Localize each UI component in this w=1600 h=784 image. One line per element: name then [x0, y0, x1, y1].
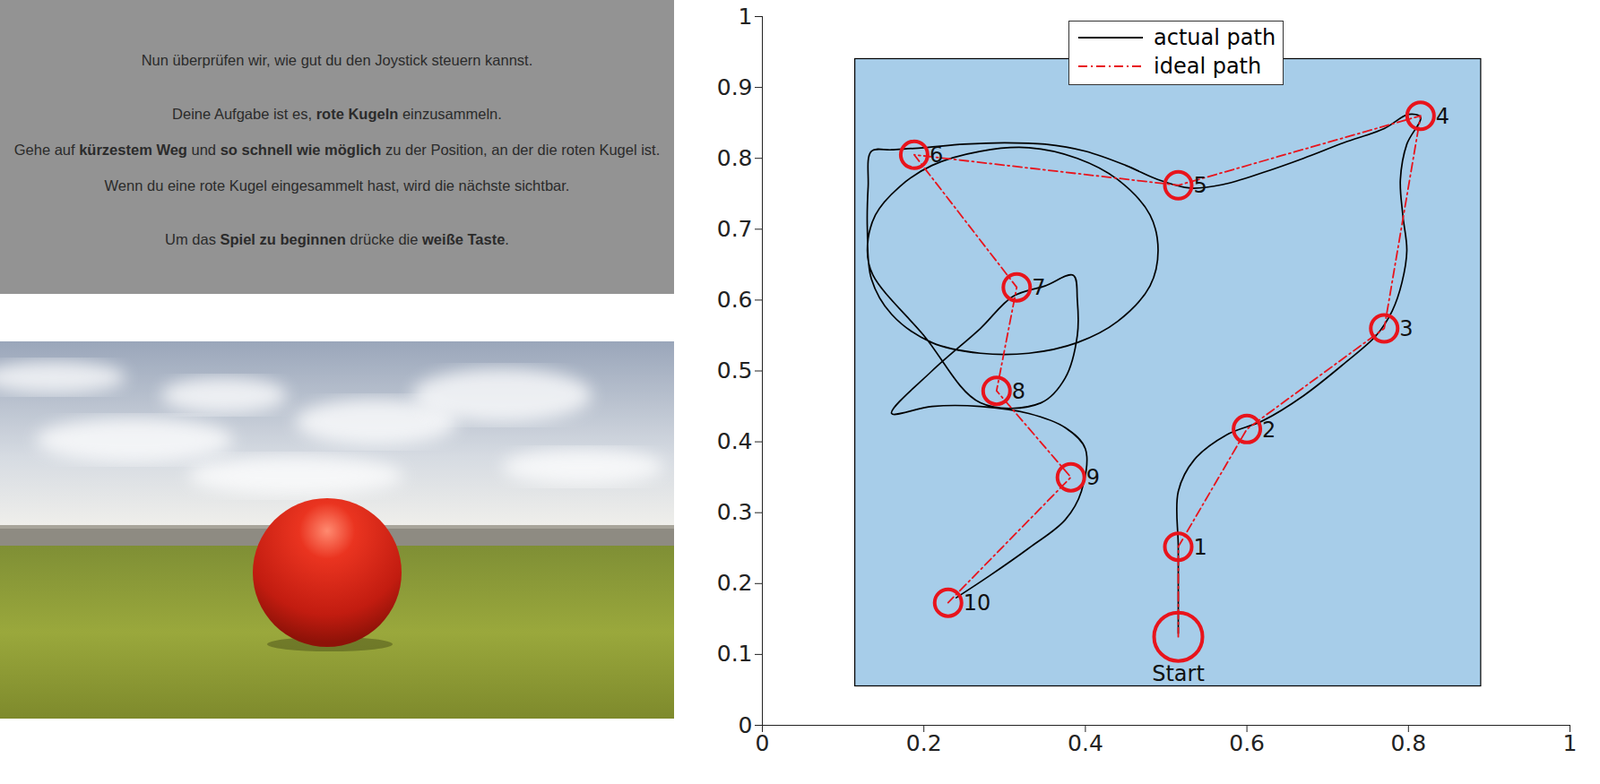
- svg-text:8: 8: [1011, 379, 1026, 405]
- svg-text:7: 7: [1031, 275, 1046, 301]
- svg-text:5: 5: [1193, 172, 1208, 199]
- html-text:ideal path: ideal path: [1153, 53, 1262, 79]
- svg-text:0.7: 0.7: [717, 216, 753, 243]
- svg-text:Start: Start: [1151, 661, 1205, 687]
- svg-text:0.4: 0.4: [717, 428, 753, 455]
- svg-text:6: 6: [929, 142, 943, 168]
- svg-text:3: 3: [1399, 316, 1413, 342]
- svg-text:0.3: 0.3: [717, 499, 753, 526]
- svg-text:0.2: 0.2: [906, 730, 943, 757]
- html-text:Nun überprüfen wir, wie gut du: Nun überprüfen wir, wie gut du den Joyst…: [141, 51, 533, 69]
- html-text:Um das Spiel zu beginnen drück: Um das Spiel zu beginnen drücke die weiß…: [164, 231, 510, 248]
- svg-text:0.8: 0.8: [717, 145, 753, 172]
- svg-text:0.1: 0.1: [717, 640, 753, 667]
- svg-text:0.8: 0.8: [1390, 730, 1427, 757]
- svg-text:9: 9: [1086, 465, 1100, 491]
- svg-text:0.6: 0.6: [1228, 730, 1265, 757]
- svg-text:0.2: 0.2: [717, 570, 753, 597]
- html-text:Deine Aufgabe ist es, rote Kug: Deine Aufgabe ist es, rote Kugeln einzus…: [172, 105, 502, 122]
- html-text:Wenn du eine rote Kugel einges: Wenn du eine rote Kugel eingesammelt has…: [104, 177, 570, 194]
- svg-text:0.6: 0.6: [717, 286, 753, 313]
- svg-text:1: 1: [1193, 535, 1208, 561]
- svg-text:1: 1: [738, 3, 753, 30]
- svg-text:0.5: 0.5: [717, 357, 753, 384]
- svg-text:0.9: 0.9: [717, 74, 753, 101]
- html-text:actual path: actual path: [1153, 25, 1276, 51]
- svg-text:0: 0: [738, 712, 753, 739]
- svg-text:1: 1: [1563, 730, 1578, 757]
- svg-text:0.4: 0.4: [1067, 730, 1104, 757]
- svg-text:0: 0: [755, 730, 770, 757]
- svg-text:2: 2: [1262, 417, 1276, 443]
- svg-text:10: 10: [963, 590, 992, 616]
- svg-text:4: 4: [1435, 103, 1450, 130]
- html-text:Gehe auf kürzestem Weg und so: Gehe auf kürzestem Weg und so schnell wi…: [14, 141, 660, 158]
